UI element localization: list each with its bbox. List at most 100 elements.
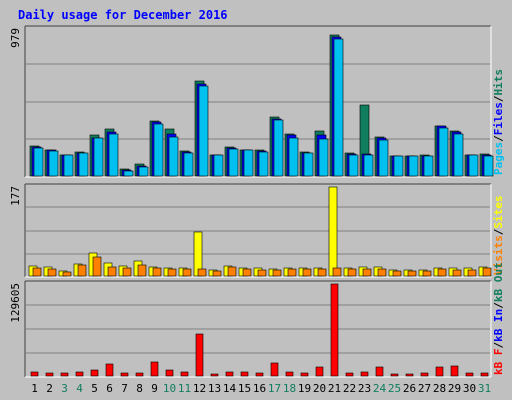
bar-sites-day-30 [467, 269, 477, 277]
bar-kbf-day-31 [480, 372, 489, 377]
bar-hits-day-13 [213, 154, 224, 177]
bar-kbf-day-15 [240, 371, 249, 377]
chart-title: Daily usage for December 2016 [18, 8, 228, 22]
bar-kbf-day-21 [330, 283, 339, 377]
bar-hits-day-8 [138, 166, 149, 177]
bar-hits-day-29 [453, 133, 464, 177]
legend-entry: Visits [492, 235, 505, 275]
bar-hits-day-3 [63, 154, 74, 177]
bar-sites-day-9 [152, 267, 162, 277]
bar-sites-day-14 [227, 266, 237, 277]
day-label-24: 24 [373, 382, 387, 395]
panel-2: 177 Visits/Sites [9, 183, 505, 278]
legend-entry: kB F [492, 349, 505, 376]
bar-kbf-day-7 [120, 372, 129, 377]
day-label-12: 12 [193, 382, 206, 395]
day-label-6: 6 [106, 382, 113, 395]
legend-separator: / [492, 342, 505, 349]
day-label-14: 14 [223, 382, 237, 395]
bar-sites-day-12 [197, 268, 207, 277]
bar-kbf-day-19 [300, 372, 309, 377]
bar-sites-day-5 [92, 256, 102, 277]
bar-kbf-day-13 [210, 373, 219, 377]
day-label-9: 9 [151, 382, 158, 395]
bar-hits-day-25 [393, 155, 404, 177]
bar-kbf-day-2 [45, 372, 54, 377]
bar-hits-day-6 [108, 133, 119, 177]
bar-kbf-day-8 [135, 372, 144, 377]
bar-hits-day-24 [378, 139, 389, 177]
legend-separator: / [492, 135, 505, 142]
bar-hits-day-19 [303, 152, 314, 177]
bar-sites-day-26 [407, 270, 417, 277]
panel-1: 979 Pages/Files/Hits [9, 25, 505, 178]
day-label-15: 15 [238, 382, 251, 395]
bar-hits-day-28 [438, 127, 449, 177]
bar-kbf-day-6 [105, 363, 114, 377]
day-label-17: 17 [268, 382, 281, 395]
bar-sites-day-24 [377, 268, 387, 277]
bar-sites-day-27 [422, 270, 432, 277]
bar-kbf-day-14 [225, 371, 234, 377]
bar-hits-day-18 [288, 137, 299, 177]
bar-kbf-day-9 [150, 361, 159, 377]
bar-kbf-day-12 [195, 333, 204, 377]
bar-hits-day-4 [78, 152, 89, 177]
bar-sites-day-16 [257, 269, 267, 277]
legend-entry: Files [492, 102, 505, 135]
bar-sites-day-28 [437, 268, 447, 277]
day-label-23: 23 [358, 382, 371, 395]
bar-sites-day-6 [107, 266, 117, 277]
bar-kbf-day-11 [180, 371, 189, 377]
bar-sites-day-25 [392, 270, 402, 277]
bar-hits-day-31 [483, 155, 494, 177]
bar-sites-day-10 [167, 268, 177, 277]
bar-hits-day-7 [123, 170, 134, 177]
legend: Pages/Files/Hits [492, 69, 505, 175]
bar-hits-day-12 [198, 85, 209, 177]
legend: kB F/kB In/kB Out [492, 262, 505, 375]
bar-hits-day-10 [168, 136, 179, 177]
bar-hits-day-21 [333, 38, 344, 177]
bar-hits-day-20 [318, 138, 329, 177]
bar-kbf-day-20 [315, 366, 324, 377]
legend-entry: kB Out [492, 262, 505, 302]
y-max-label: 129605 [9, 283, 22, 323]
day-label-28: 28 [433, 382, 446, 395]
bar-kbf-day-24 [375, 366, 384, 377]
day-label-31: 31 [478, 382, 491, 395]
bar-hits-day-30 [468, 154, 479, 177]
bar-kbf-day-22 [345, 372, 354, 377]
day-label-25: 25 [388, 382, 401, 395]
bar-kbf-day-23 [360, 371, 369, 377]
bar-hits-day-5 [93, 137, 104, 177]
y-max-label: 979 [9, 28, 22, 48]
bar-hits-day-9 [153, 123, 164, 177]
bar-sites-day-11 [182, 268, 192, 277]
bar-hits-day-14 [228, 148, 239, 177]
bar-hits-day-17 [273, 119, 284, 177]
y-max-label: 177 [9, 186, 22, 206]
bar-sites-day-8 [137, 264, 147, 277]
bar-kbf-day-27 [420, 372, 429, 377]
bar-hits-day-23 [363, 154, 374, 177]
bar-sites-day-23 [362, 268, 372, 277]
bar-hits-day-15 [243, 149, 254, 177]
day-label-27: 27 [418, 382, 431, 395]
day-label-22: 22 [343, 382, 356, 395]
bar-sites-day-2 [47, 268, 57, 277]
day-label-11: 11 [178, 382, 191, 395]
day-label-19: 19 [298, 382, 311, 395]
day-label-26: 26 [403, 382, 416, 395]
bar-kbf-day-1 [30, 371, 39, 377]
bar-sites-day-20 [317, 268, 327, 277]
bar-sites-day-21 [332, 267, 342, 277]
bar-visits-day-21 [328, 186, 338, 277]
day-label-7: 7 [121, 382, 128, 395]
bar-sites-day-22 [347, 268, 357, 277]
bar-hits-day-11 [183, 152, 194, 177]
bar-kbf-day-29 [450, 365, 459, 377]
day-label-16: 16 [253, 382, 266, 395]
